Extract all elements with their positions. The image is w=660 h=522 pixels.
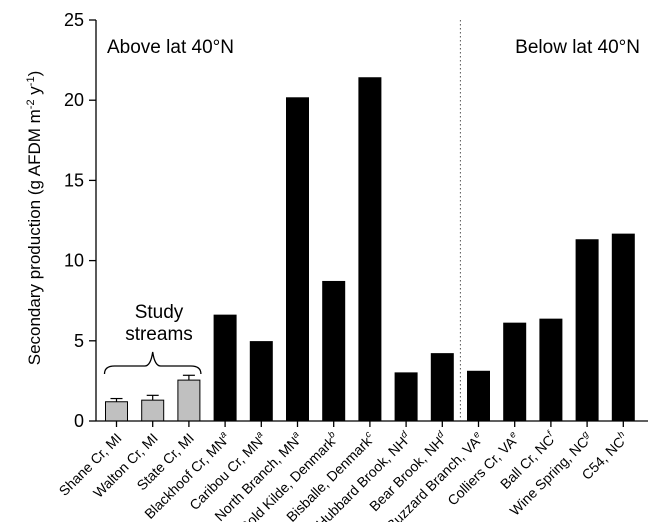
y-axis-title-part: ) [25,71,44,77]
category-footnote: f [545,428,556,439]
category-footnote: a [290,429,302,441]
bar-8 [394,372,418,422]
y-tick-label: 25 [64,10,84,30]
error-bars [110,374,195,402]
bar-6 [322,280,346,422]
bar-1 [141,399,165,422]
bar-0 [105,401,128,422]
bar-10 [467,370,490,422]
bar-3 [213,314,237,422]
bar-12 [539,318,563,422]
category-footnote: h [616,429,628,441]
category-footnote: b [326,429,338,441]
bars [105,77,635,422]
category-footnote: e [507,429,519,441]
study-streams-bracket [103,351,202,375]
y-tick-label: 0 [74,411,84,431]
y-axis-title: Secondary production (g AFDM m-2 y-1) [25,71,44,366]
study-streams-line: Study [135,302,184,323]
region-label-above: Above lat 40°N [107,37,234,58]
category-footnote: e [471,429,483,441]
bar-9 [430,353,454,422]
category-footnote: a [254,429,266,441]
study-streams-line: streams [125,324,193,345]
y-axis-title-part: -1 [25,76,37,86]
bar-5 [286,97,309,422]
annotations: Above lat 40°N Below lat 40°N Study streams [103,20,640,421]
bar-13 [575,239,599,422]
y-axis: 0 5 10 15 20 25 Secondary production (g AFDM m… [25,10,97,431]
y-tick-label: 20 [64,90,84,110]
study-streams-label: Study streams [125,302,193,345]
y-tick-label: 5 [74,331,84,351]
y-tick-label: 15 [64,170,84,190]
bar-11 [503,322,527,422]
bar-7 [358,77,382,422]
category-footnote: a [217,429,229,441]
y-tick-label: 10 [64,251,84,271]
region-label-below: Below lat 40°N [515,37,640,58]
bar-2 [177,379,201,422]
y-axis-title-part: Secondary production (g AFDM m [25,109,44,365]
y-axis-title-part: -2 [25,99,37,109]
bar-4 [249,341,273,422]
y-axis-title-part: y [25,86,44,100]
category-footnote: c [363,429,374,440]
bar-14 [611,233,635,422]
